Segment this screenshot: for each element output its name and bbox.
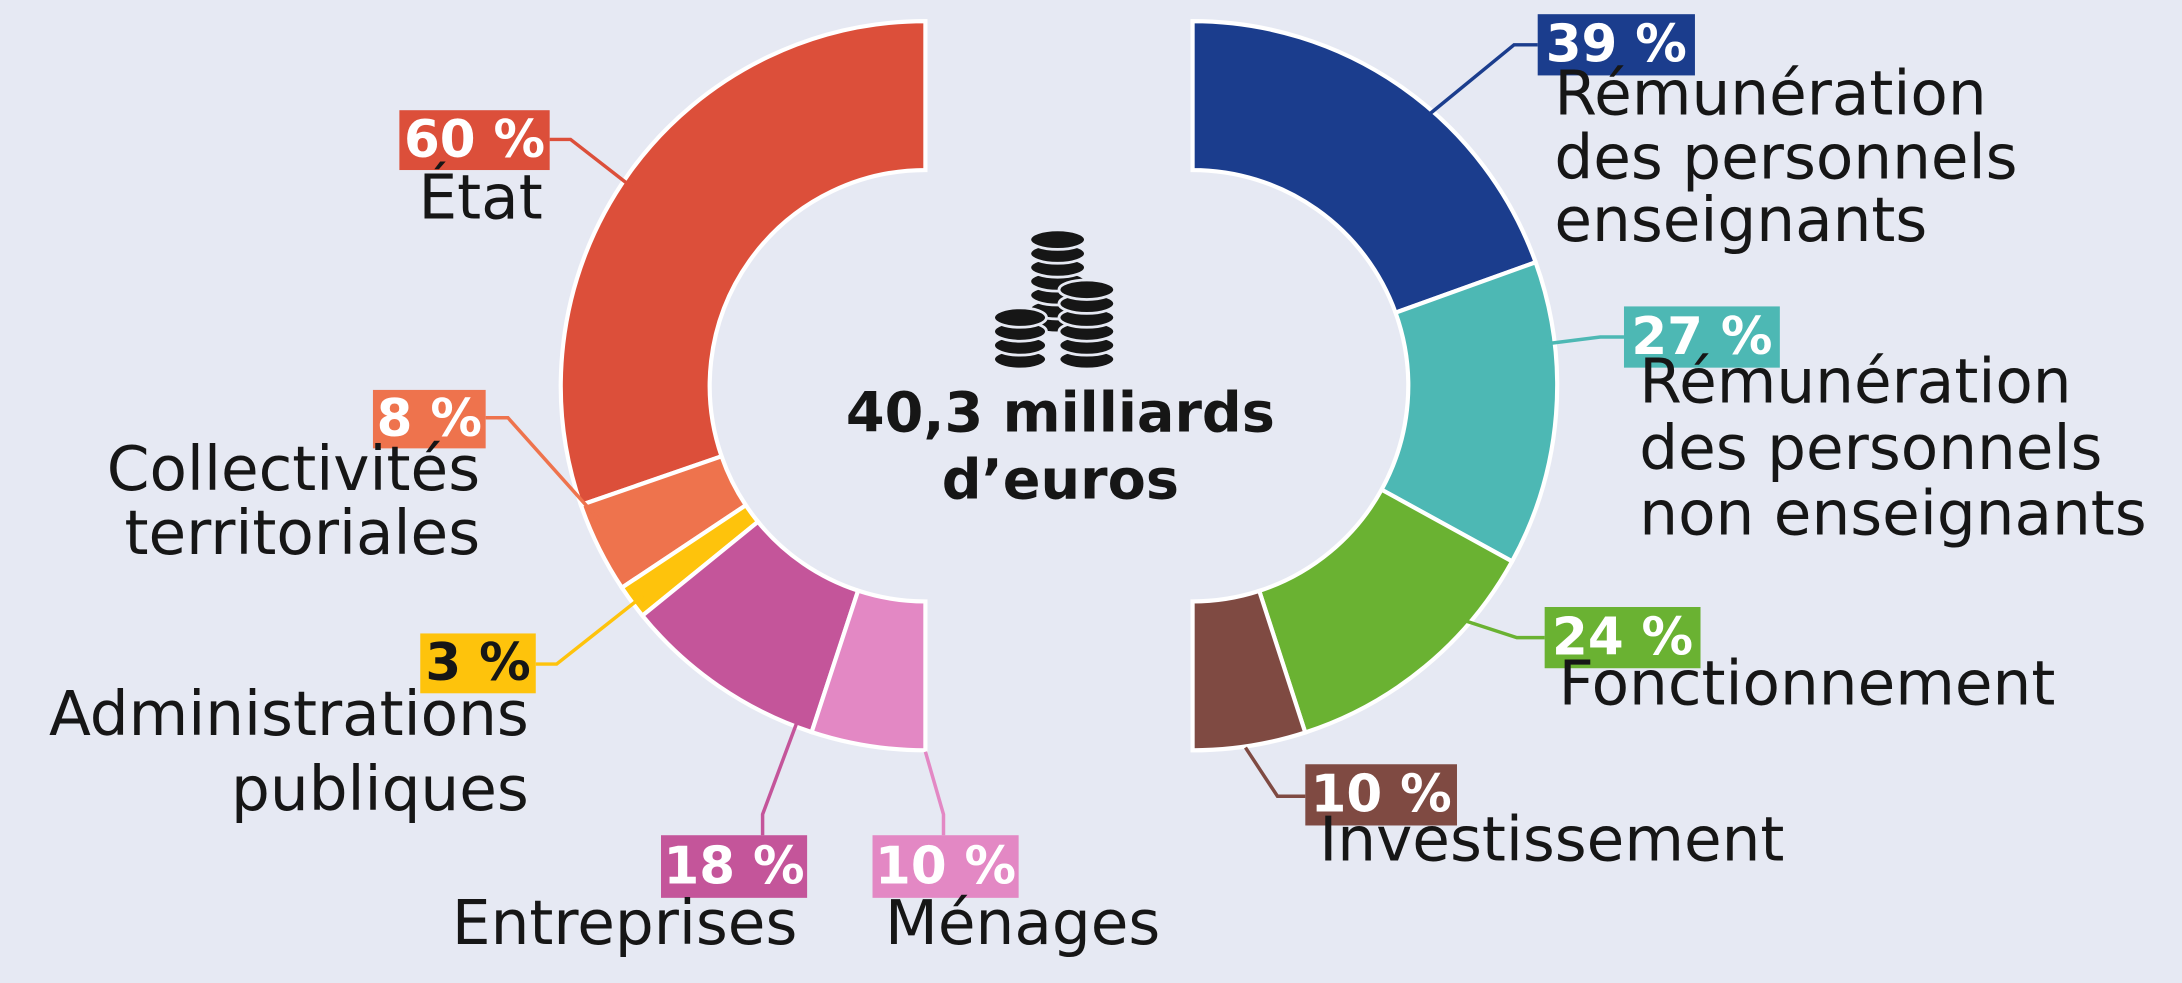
category-label: Investissement xyxy=(1319,804,1784,875)
wedge xyxy=(558,19,928,508)
category-label: État xyxy=(419,162,543,234)
leader-line xyxy=(535,594,644,666)
wedge xyxy=(1378,259,1560,565)
category-label-line: Collectivités xyxy=(107,434,480,505)
value-label: 60 % xyxy=(404,110,545,170)
value-label: 39 % xyxy=(1546,15,1687,75)
value-label-box xyxy=(372,389,486,449)
leader-line xyxy=(923,751,946,836)
value-label-box xyxy=(1537,14,1695,76)
category-label-line: publiques xyxy=(231,754,529,825)
category-label-line: Rémunération xyxy=(1554,58,1986,129)
leader-line xyxy=(1244,746,1306,798)
value-label-box xyxy=(661,835,808,898)
value-label-box xyxy=(420,633,536,694)
category-label: Collectivités territoriales xyxy=(107,434,480,569)
value-label-box xyxy=(1623,306,1780,368)
category-label: Fonctionnement xyxy=(1559,648,2056,719)
leader-line xyxy=(1460,617,1545,640)
leader-line xyxy=(760,720,800,836)
value-label: 8 % xyxy=(377,389,482,449)
category-label-line: Rémunération xyxy=(1639,346,2071,417)
category-label: Ménages xyxy=(885,888,1160,959)
center-label: d’euros xyxy=(942,447,1179,512)
leader-line xyxy=(1428,43,1538,116)
category-label: Administrations publiques xyxy=(49,679,529,825)
value-label: 27 % xyxy=(1631,307,1772,367)
category-label-line: non enseignants xyxy=(1639,479,2146,550)
value-label-box xyxy=(872,835,1019,898)
wedge xyxy=(1190,19,1539,316)
value-label-box xyxy=(399,110,550,171)
leader-line xyxy=(485,416,603,524)
category-label: Rémunération des personnels enseignants xyxy=(1554,58,2017,256)
category-label: Entreprises xyxy=(452,888,797,959)
value-label: 10 % xyxy=(1311,765,1452,825)
value-label: 24 % xyxy=(1552,607,1693,667)
leader-line xyxy=(549,137,635,190)
value-label-box xyxy=(1305,764,1457,826)
category-label: Rémunération des personnels non enseignant… xyxy=(1639,346,2146,549)
category-label-line: enseignants xyxy=(1554,185,1927,256)
value-label: 10 % xyxy=(875,836,1016,896)
coins-icon xyxy=(992,228,1117,371)
category-label-line: des personnels xyxy=(1639,413,2102,484)
value-label: 18 % xyxy=(663,836,804,896)
center-label: 40,3 milliards xyxy=(846,381,1275,446)
value-label: 3 % xyxy=(425,633,530,693)
leader-line xyxy=(1544,335,1624,346)
category-label-line: Administrations xyxy=(49,679,529,750)
wedge xyxy=(809,588,928,753)
wedge xyxy=(1190,588,1308,753)
value-label-box xyxy=(1544,607,1701,669)
category-label-line: territoriales xyxy=(124,498,480,569)
category-label-line: des personnels xyxy=(1554,122,2017,193)
